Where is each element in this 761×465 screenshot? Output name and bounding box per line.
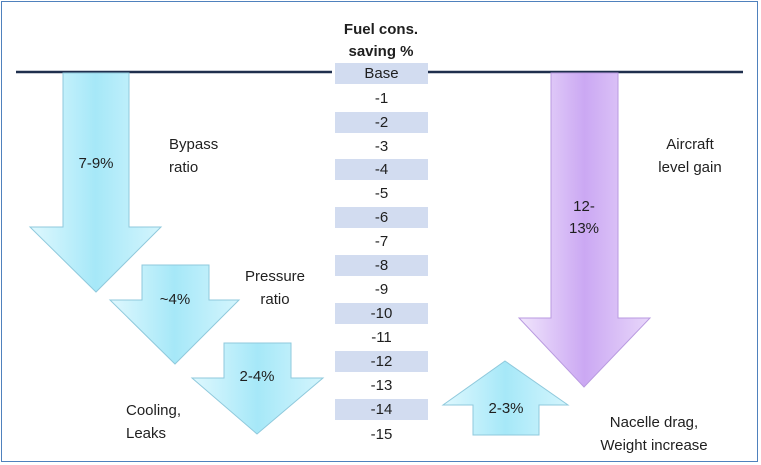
cooling-caption-line1: Cooling, <box>126 402 182 419</box>
scale-row: -7 <box>374 233 389 250</box>
aircraft-caption: Aircraft level gain <box>640 133 740 179</box>
nacelle-arrow <box>441 360 570 436</box>
scale-row: -9 <box>374 281 389 298</box>
scale-row: -6 <box>335 207 428 228</box>
scale-row: -5 <box>374 185 389 202</box>
pressure-arrow <box>108 264 241 365</box>
scale-row: -8 <box>335 255 428 276</box>
bypass-value: 7-9% <box>78 155 114 172</box>
scale-row: -2 <box>335 112 428 133</box>
aircraft-value: 12- 13% <box>551 196 617 240</box>
aircraft-value-line2: 13% <box>568 220 600 237</box>
scale-row: -11 <box>371 329 392 346</box>
scale-header: Fuel cons. saving % <box>321 19 441 63</box>
scale-header-line1: Fuel cons. <box>343 21 419 38</box>
scale-row: Base <box>335 63 428 84</box>
nacelle-caption: Nacelle drag, Weight increase <box>584 411 724 457</box>
scale-row: -15 <box>370 426 393 443</box>
bypass-caption: Bypass ratio <box>169 133 218 179</box>
bypass-arrow <box>28 72 163 293</box>
aircraft-caption-line2: level gain <box>658 159 722 176</box>
scale-row: -13 <box>370 377 393 394</box>
pressure-caption: Pressure ratio <box>234 265 316 311</box>
pressure-caption-line2: ratio <box>260 291 290 308</box>
aircraft-arrow <box>517 72 652 388</box>
scale-row: -1 <box>374 90 389 107</box>
scale-header-line2: saving % <box>348 43 414 60</box>
cooling-arrow <box>190 342 325 435</box>
scale-row: -14 <box>335 399 428 420</box>
scale-row: -10 <box>335 303 428 324</box>
nacelle-value: 2-3% <box>488 400 524 417</box>
aircraft-caption-line1: Aircraft <box>666 136 714 153</box>
bypass-caption-line2: ratio <box>169 159 199 176</box>
aircraft-value-line1: 12- <box>573 198 595 215</box>
cooling-caption-line2: Leaks <box>126 425 167 442</box>
scale-row: -3 <box>374 138 389 155</box>
scale-row: -4 <box>335 159 428 180</box>
bypass-caption-line1: Bypass <box>169 136 219 153</box>
pressure-value: ~4% <box>159 291 191 308</box>
cooling-caption: Cooling, Leaks <box>126 399 181 445</box>
pressure-caption-line1: Pressure <box>244 268 306 285</box>
cooling-value: 2-4% <box>239 368 275 385</box>
nacelle-caption-line2: Weight increase <box>600 437 708 454</box>
scale-row: -12 <box>335 351 428 372</box>
nacelle-caption-line1: Nacelle drag, <box>609 414 699 431</box>
